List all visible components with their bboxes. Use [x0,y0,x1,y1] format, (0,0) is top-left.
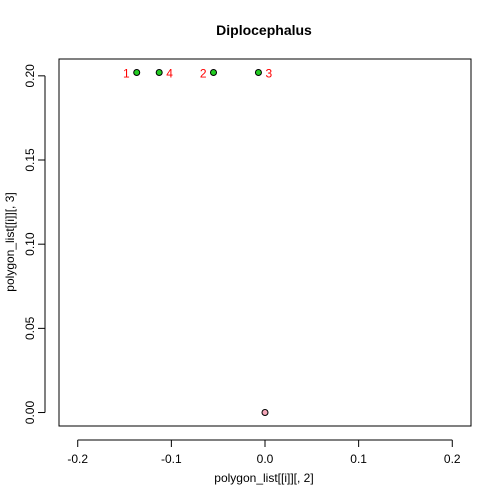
y-tick-label: 0.00 [23,401,37,425]
data-points [133,68,269,417]
data-point [254,68,262,76]
x-tick-label: -0.1 [161,452,182,466]
y-axis-label: polygon_list[[i]][, 3] [3,192,17,291]
point-label: 4 [166,66,173,80]
data-point [155,68,163,76]
plot-frame [58,58,472,427]
point-label: 3 [265,66,272,80]
x-tick-label: 0.0 [257,452,274,466]
y-axis: 0.00 0.05 0.10 0.15 0.20 [23,64,46,425]
y-tick-label: 0.10 [23,232,37,256]
point-label: 2 [200,66,207,80]
chart-title: Diplocephalus [216,22,312,38]
data-point [261,409,269,417]
x-tick-label: 0.2 [444,452,461,466]
data-point [210,68,217,76]
data-point [133,68,141,76]
y-tick-label: 0.15 [23,148,37,172]
point-label: 1 [123,66,130,80]
x-tick-label: 0.1 [350,452,367,466]
x-tick-label: -0.2 [67,452,88,466]
x-axis-label: polygon_list[[i]][, 2] [214,471,313,485]
y-tick-label: 0.20 [23,64,37,88]
x-axis: -0.2 -0.1 0.0 0.1 0.2 [67,439,461,466]
point-labels: 1 4 2 3 [123,66,272,80]
y-tick-label: 0.05 [23,316,37,340]
